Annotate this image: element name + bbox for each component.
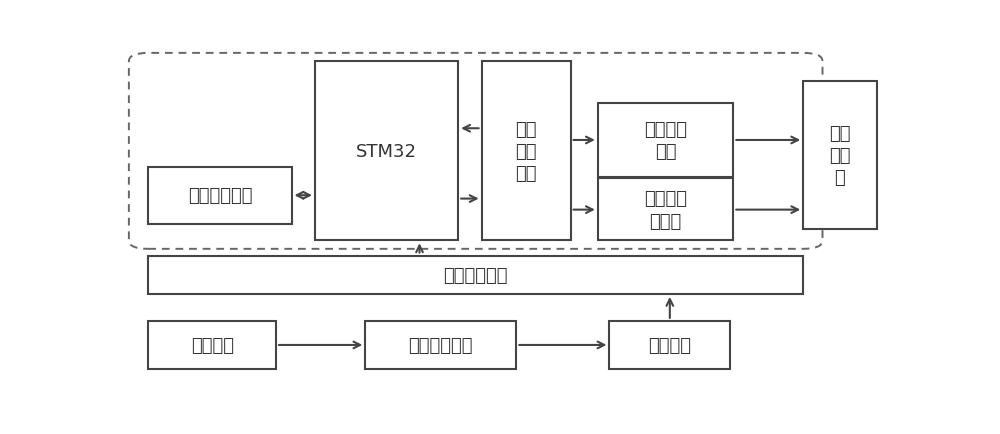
Bar [803,82,877,229]
Bar [148,168,292,224]
Text: 降压稳压电路: 降压稳压电路 [443,266,508,284]
Bar [598,179,733,241]
Bar [315,62,458,241]
Text: 无线通信模块: 无线通信模块 [188,187,252,205]
Bar [365,321,516,370]
Text: STM32: STM32 [356,142,417,161]
Text: 水声
换能
器: 水声 换能 器 [829,125,851,187]
Text: 电源模块: 电源模块 [648,336,691,354]
Text: 充电控制模块: 充电控制模块 [409,336,473,354]
Text: 放大滤波
模块: 放大滤波 模块 [644,121,687,161]
Text: 换能器驱
动模块: 换能器驱 动模块 [644,190,687,230]
Text: 太阳能板: 太阳能板 [191,336,234,354]
Text: 调制
解调
模块: 调制 解调 模块 [515,120,537,183]
Bar [598,104,733,178]
Bar [482,62,571,241]
Bar [609,321,730,370]
Bar [148,256,803,294]
Bar [148,321,276,370]
